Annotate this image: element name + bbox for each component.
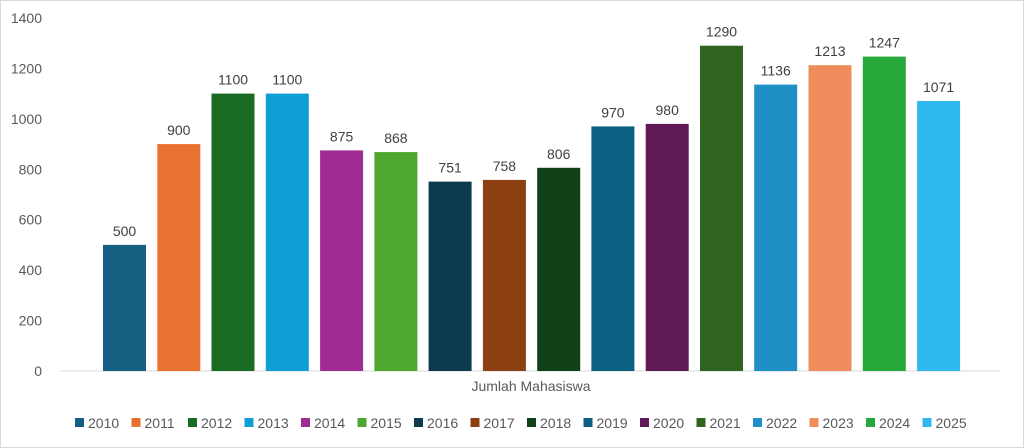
legend-item-2017[interactable]: 2017 bbox=[470, 415, 515, 431]
legend-swatch bbox=[301, 418, 310, 427]
y-tick-label: 200 bbox=[19, 313, 43, 329]
legend-label: 2014 bbox=[314, 415, 345, 431]
legend-label: 2010 bbox=[88, 415, 119, 431]
data-label-2024: 1247 bbox=[869, 35, 900, 51]
legend-item-2012[interactable]: 2012 bbox=[188, 415, 232, 431]
data-label-2014: 875 bbox=[330, 128, 354, 144]
legend-swatch bbox=[244, 418, 254, 427]
y-tick-label: 1000 bbox=[11, 111, 42, 127]
legend-item-2016[interactable]: 2016 bbox=[414, 415, 458, 431]
x-axis-title: Jumlah Mahasiswa bbox=[471, 378, 590, 394]
legend-swatch bbox=[696, 418, 706, 427]
legend-item-2018[interactable]: 2018 bbox=[527, 415, 571, 431]
bar-2023[interactable] bbox=[808, 65, 852, 371]
legend-label: 2025 bbox=[936, 415, 967, 431]
bar-2024[interactable] bbox=[862, 56, 906, 371]
data-label-2017: 758 bbox=[493, 158, 517, 174]
legend-swatch bbox=[188, 418, 197, 427]
bar-2022[interactable] bbox=[754, 84, 798, 371]
data-label-2011: 900 bbox=[167, 122, 191, 138]
legend-swatch bbox=[75, 418, 84, 427]
data-label-2021: 1290 bbox=[706, 24, 737, 40]
legend-swatch bbox=[357, 418, 367, 427]
legend-item-2025[interactable]: 2025 bbox=[922, 415, 967, 431]
bar-2025[interactable] bbox=[917, 101, 961, 371]
legend-item-2020[interactable]: 2020 bbox=[640, 415, 684, 431]
data-label-2015: 868 bbox=[384, 130, 408, 146]
bar-2021[interactable] bbox=[700, 45, 743, 371]
legend-label: 2018 bbox=[540, 415, 571, 431]
bars-group bbox=[103, 45, 961, 372]
data-labels-group: 500 900 1100 1100 875 868 751 758 806 970 980 1290 1… bbox=[113, 24, 955, 239]
data-label-2012: 1100 bbox=[218, 72, 248, 88]
legend-item-2011[interactable]: 2011 bbox=[131, 415, 175, 431]
bar-2019[interactable] bbox=[591, 126, 635, 372]
legend-item-2019[interactable]: 2019 bbox=[583, 415, 628, 431]
data-label-2016: 751 bbox=[438, 160, 462, 176]
legend-item-2024[interactable]: 2024 bbox=[866, 415, 910, 431]
legend-item-2010[interactable]: 2010 bbox=[75, 415, 119, 431]
legend-label: 2023 bbox=[823, 415, 854, 431]
legend-swatch bbox=[866, 418, 875, 427]
y-tick-label: 800 bbox=[19, 161, 43, 177]
legend-label: 2022 bbox=[766, 415, 797, 431]
legend-swatch bbox=[753, 418, 762, 427]
legend-swatch bbox=[131, 418, 141, 427]
data-label-2019: 970 bbox=[601, 104, 625, 120]
y-tick-label: 1400 bbox=[11, 10, 42, 26]
legend-label: 2019 bbox=[597, 415, 628, 431]
legend-label: 2011 bbox=[145, 415, 175, 431]
y-axis: 0 200 400 600 800 1000 1200 1400 bbox=[11, 10, 42, 379]
legend-label: 2021 bbox=[710, 415, 741, 431]
data-label-2018: 806 bbox=[547, 146, 571, 162]
bar-2012[interactable] bbox=[211, 93, 255, 371]
y-tick-label: 0 bbox=[34, 363, 42, 379]
y-tick-label: 600 bbox=[19, 212, 43, 228]
legend-swatch bbox=[583, 418, 593, 427]
data-label-2013: 1100 bbox=[272, 72, 302, 88]
y-tick-label: 400 bbox=[19, 262, 43, 278]
legend-label: 2012 bbox=[201, 415, 232, 431]
legend-label: 2017 bbox=[484, 415, 515, 431]
legend-swatch bbox=[527, 418, 536, 427]
legend-item-2013[interactable]: 2013 bbox=[244, 415, 289, 431]
legend-item-2015[interactable]: 2015 bbox=[357, 415, 402, 431]
data-label-2010: 500 bbox=[113, 223, 137, 239]
data-label-2023: 1213 bbox=[814, 43, 845, 59]
bar-2017[interactable] bbox=[482, 179, 526, 371]
legend-label: 2015 bbox=[371, 415, 402, 431]
bar-2013[interactable] bbox=[265, 93, 309, 371]
legend-item-2021[interactable]: 2021 bbox=[696, 415, 741, 431]
legend-label: 2013 bbox=[258, 415, 289, 431]
bar-2014[interactable] bbox=[320, 150, 364, 371]
legend-label: 2024 bbox=[879, 415, 910, 431]
legend-item-2014[interactable]: 2014 bbox=[301, 415, 345, 431]
legend-item-2022[interactable]: 2022 bbox=[753, 415, 797, 431]
legend-label: 2020 bbox=[653, 415, 684, 431]
legend-item-2023[interactable]: 2023 bbox=[809, 415, 854, 431]
legend-swatch bbox=[809, 418, 819, 427]
legend-swatch bbox=[922, 418, 932, 427]
bar-2016[interactable] bbox=[428, 181, 472, 371]
legend-swatch bbox=[640, 418, 649, 427]
data-label-2020: 980 bbox=[656, 102, 680, 118]
legend-swatch bbox=[414, 418, 423, 427]
bar-2010[interactable] bbox=[103, 244, 146, 371]
legend-label: 2016 bbox=[427, 415, 458, 431]
bar-2011[interactable] bbox=[157, 144, 201, 371]
legend-swatch bbox=[470, 418, 480, 427]
legend: 2010 2011 2012 2013 2014 2015 2016 2017 2018 2019… bbox=[75, 415, 967, 431]
data-label-2025: 1071 bbox=[923, 79, 954, 95]
bar-2020[interactable] bbox=[645, 123, 689, 372]
y-tick-label: 1200 bbox=[11, 60, 42, 76]
bar-2018[interactable] bbox=[537, 167, 581, 371]
bar-2015[interactable] bbox=[374, 152, 418, 371]
data-label-2022: 1136 bbox=[761, 63, 791, 79]
